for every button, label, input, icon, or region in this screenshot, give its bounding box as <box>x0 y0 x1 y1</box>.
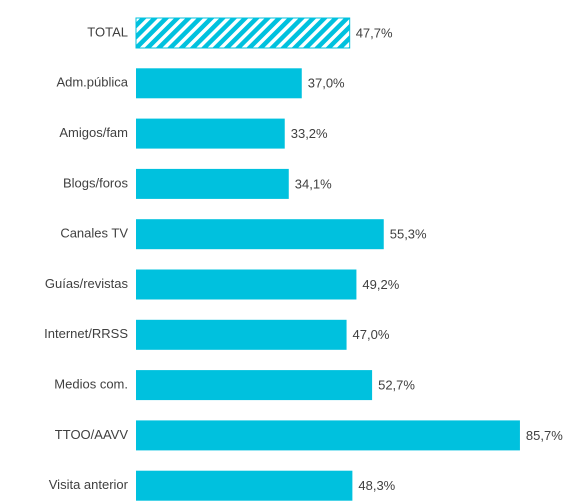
category-label: Canales TV <box>60 226 128 241</box>
bar <box>136 319 347 350</box>
value-label: 52,7% <box>378 378 415 393</box>
category-label: Adm.pública <box>56 75 128 90</box>
bar <box>136 168 289 199</box>
category-label: TTOO/AAVV <box>55 427 129 442</box>
value-label: 48,3% <box>358 478 395 493</box>
bar <box>135 17 351 49</box>
category-label: Guías/revistas <box>45 276 129 291</box>
value-label: 49,2% <box>362 277 399 292</box>
category-label: Medios com. <box>54 377 128 392</box>
value-label: 37,0% <box>308 76 345 91</box>
value-label: 47,7% <box>356 25 393 40</box>
bar <box>136 420 520 451</box>
value-label: 34,1% <box>295 176 332 191</box>
category-label: Visita anterior <box>49 477 129 492</box>
value-label: 33,2% <box>291 126 328 141</box>
category-label: Blogs/foros <box>63 175 129 190</box>
bar <box>136 470 353 501</box>
category-label: Amigos/fam <box>59 125 128 140</box>
value-label: 85,7% <box>526 428 563 443</box>
bar <box>136 269 357 300</box>
value-label: 47,0% <box>353 327 390 342</box>
value-label: 55,3% <box>390 227 427 242</box>
bar <box>136 370 373 401</box>
category-label: TOTAL <box>87 24 128 39</box>
bar <box>136 219 384 250</box>
category-label: Internet/RRSS <box>44 326 128 341</box>
bar <box>136 68 302 99</box>
bar <box>136 118 285 149</box>
